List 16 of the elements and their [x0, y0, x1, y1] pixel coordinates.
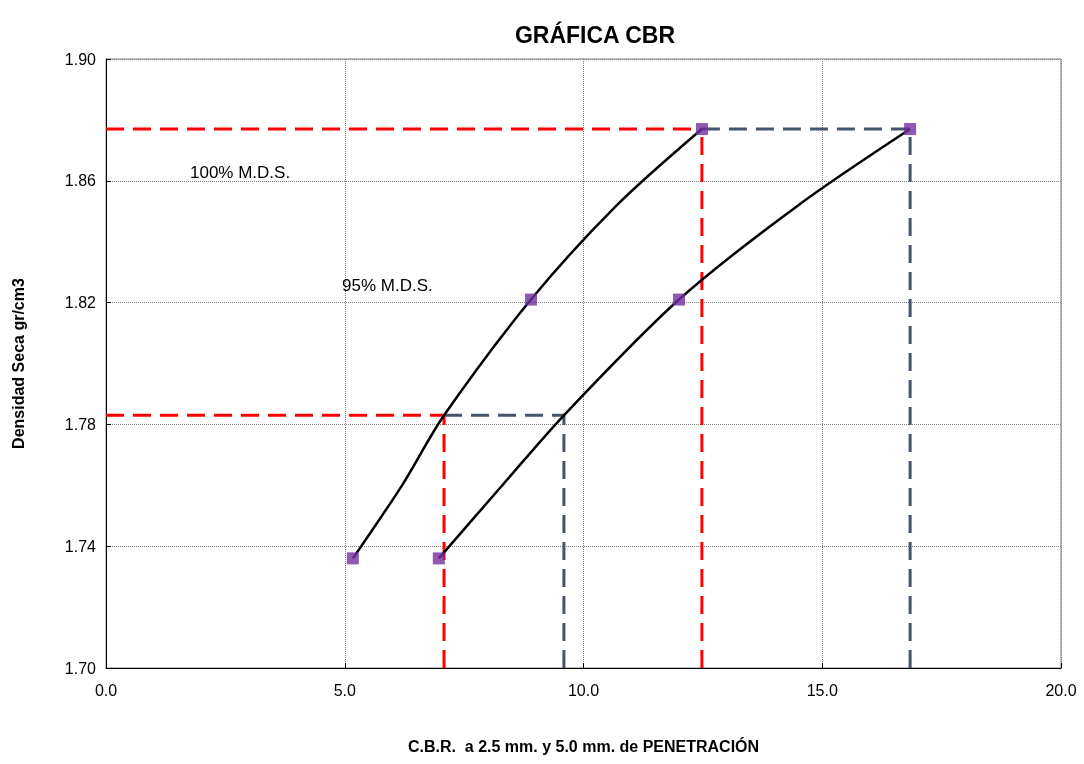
x-tick-label: 5.0: [333, 681, 356, 699]
x-tick-label: 10.0: [567, 681, 600, 699]
y-tick-label: 1.78: [64, 415, 97, 433]
x-tick-label: 0.0: [94, 681, 118, 699]
chart-title: GRÁFICA CBR: [514, 20, 676, 48]
annotation: 100% M.D.S.: [190, 162, 291, 182]
y-tick-label: 1.86: [64, 172, 97, 190]
x-tick-label: 20.0: [1045, 681, 1077, 699]
x-tick-label: 15.0: [806, 681, 838, 699]
x-axis-title: C.B.R. a 2.5 mm. y 5.0 mm. de PENETRACIÓN: [407, 736, 760, 755]
annotation: 95% M.D.S.: [342, 275, 433, 295]
y-tick-label: 1.70: [64, 659, 97, 677]
y-tick-label: 1.90: [64, 50, 97, 68]
y-tick-label: 1.74: [64, 537, 97, 555]
y-tick-label: 1.82: [64, 294, 97, 312]
y-axis-title: Densidad Seca gr/cm3: [9, 278, 27, 449]
